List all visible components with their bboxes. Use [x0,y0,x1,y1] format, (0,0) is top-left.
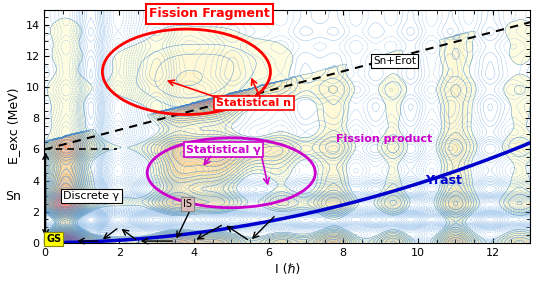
Text: IS: IS [183,199,192,209]
Text: Sn: Sn [5,190,21,203]
X-axis label: I (ℏ): I (ℏ) [274,263,300,276]
Text: Fission Fragment: Fission Fragment [149,7,270,20]
Text: GS: GS [46,234,61,244]
Text: Sn+Erot: Sn+Erot [373,56,416,66]
Text: Discrete γ: Discrete γ [63,191,119,201]
Y-axis label: E_exc (MeV): E_exc (MeV) [7,88,20,164]
Text: Yrast: Yrast [425,174,462,186]
Text: Fission product: Fission product [336,134,432,144]
Text: Statistical γ: Statistical γ [186,145,261,155]
Text: Statistical n: Statistical n [216,98,291,108]
